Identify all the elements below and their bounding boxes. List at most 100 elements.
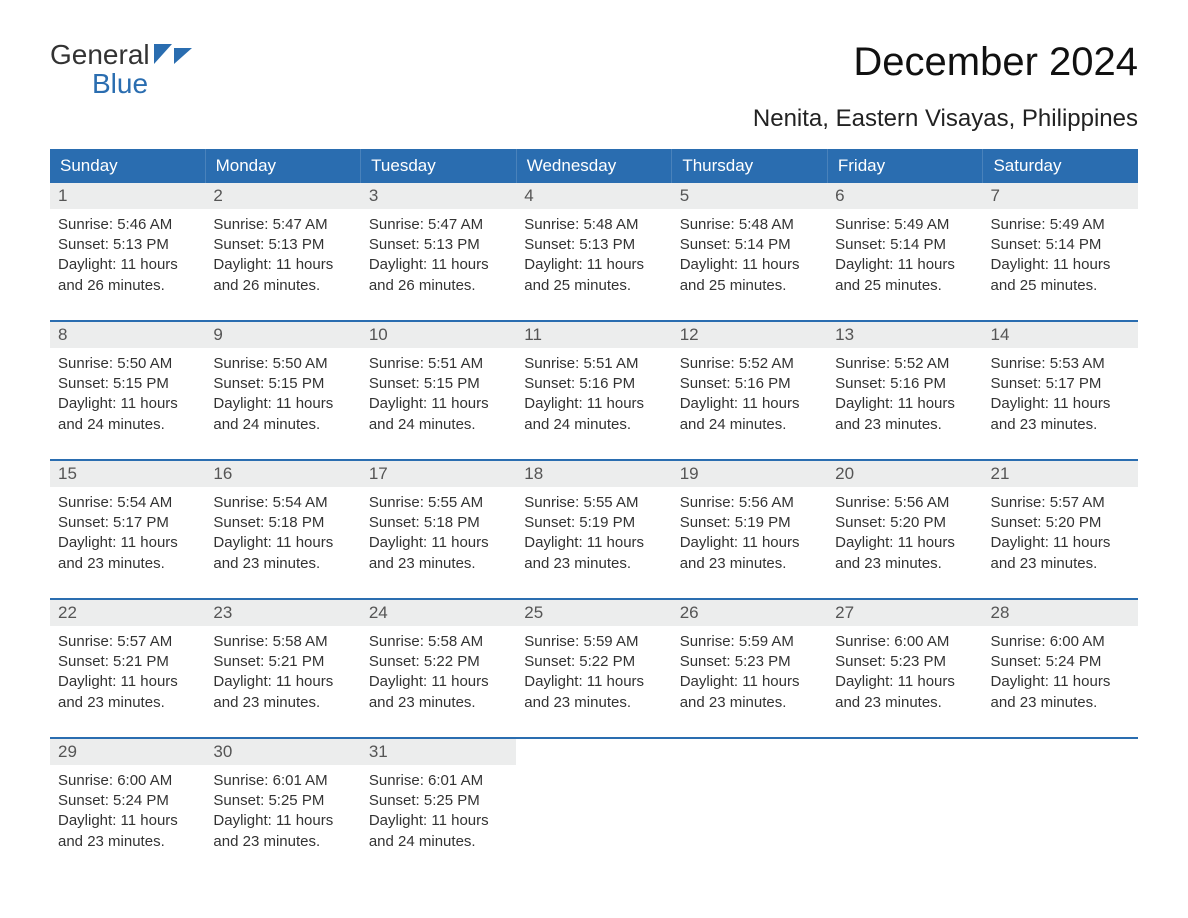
sunrise-line: Sunrise: 5:50 AM <box>213 354 352 374</box>
calendar-day-cell: 22Sunrise: 5:57 AMSunset: 5:21 PMDayligh… <box>50 600 205 723</box>
daylight-line: Daylight: 11 hours and 23 minutes. <box>835 533 974 574</box>
day-number: 2 <box>205 183 360 209</box>
daylight-line: Daylight: 11 hours and 24 minutes. <box>58 394 197 435</box>
calendar-day-cell: 12Sunrise: 5:52 AMSunset: 5:16 PMDayligh… <box>672 322 827 445</box>
calendar-day-cell: 3Sunrise: 5:47 AMSunset: 5:13 PMDaylight… <box>361 183 516 306</box>
calendar-day-cell: 25Sunrise: 5:59 AMSunset: 5:22 PMDayligh… <box>516 600 671 723</box>
sunset-line: Sunset: 5:16 PM <box>680 374 819 394</box>
weekday-header-cell: Monday <box>206 149 362 183</box>
daylight-line: Daylight: 11 hours and 23 minutes. <box>213 533 352 574</box>
sunrise-line: Sunrise: 5:57 AM <box>991 493 1130 513</box>
day-number: 18 <box>516 461 671 487</box>
sunset-line: Sunset: 5:14 PM <box>835 235 974 255</box>
logo-text-top: General <box>50 40 150 69</box>
day-details: Sunrise: 5:49 AMSunset: 5:14 PMDaylight:… <box>827 209 982 306</box>
weekday-header-cell: Wednesday <box>517 149 673 183</box>
sunset-line: Sunset: 5:25 PM <box>369 791 508 811</box>
day-details: Sunrise: 5:57 AMSunset: 5:21 PMDaylight:… <box>50 626 205 723</box>
day-number: 27 <box>827 600 982 626</box>
day-details: Sunrise: 5:46 AMSunset: 5:13 PMDaylight:… <box>50 209 205 306</box>
sunrise-line: Sunrise: 5:51 AM <box>524 354 663 374</box>
sunset-line: Sunset: 5:24 PM <box>58 791 197 811</box>
sunset-line: Sunset: 5:16 PM <box>524 374 663 394</box>
daylight-line: Daylight: 11 hours and 23 minutes. <box>213 672 352 713</box>
day-details: Sunrise: 5:56 AMSunset: 5:19 PMDaylight:… <box>672 487 827 584</box>
day-number: 11 <box>516 322 671 348</box>
daylight-line: Daylight: 11 hours and 26 minutes. <box>213 255 352 296</box>
day-details: Sunrise: 5:47 AMSunset: 5:13 PMDaylight:… <box>205 209 360 306</box>
calendar-day-cell: 30Sunrise: 6:01 AMSunset: 5:25 PMDayligh… <box>205 739 360 862</box>
calendar-day-cell: 17Sunrise: 5:55 AMSunset: 5:18 PMDayligh… <box>361 461 516 584</box>
day-details: Sunrise: 5:51 AMSunset: 5:16 PMDaylight:… <box>516 348 671 445</box>
calendar-day-cell: 8Sunrise: 5:50 AMSunset: 5:15 PMDaylight… <box>50 322 205 445</box>
calendar-week-row: 15Sunrise: 5:54 AMSunset: 5:17 PMDayligh… <box>50 459 1138 584</box>
calendar-week-row: 8Sunrise: 5:50 AMSunset: 5:15 PMDaylight… <box>50 320 1138 445</box>
sunrise-line: Sunrise: 6:01 AM <box>369 771 508 791</box>
sunset-line: Sunset: 5:23 PM <box>680 652 819 672</box>
calendar-week-row: 1Sunrise: 5:46 AMSunset: 5:13 PMDaylight… <box>50 183 1138 306</box>
calendar-week-row: 22Sunrise: 5:57 AMSunset: 5:21 PMDayligh… <box>50 598 1138 723</box>
calendar-day-cell: 31Sunrise: 6:01 AMSunset: 5:25 PMDayligh… <box>361 739 516 862</box>
day-details: Sunrise: 6:01 AMSunset: 5:25 PMDaylight:… <box>205 765 360 862</box>
sunrise-line: Sunrise: 5:55 AM <box>369 493 508 513</box>
sunrise-line: Sunrise: 5:59 AM <box>680 632 819 652</box>
day-details: Sunrise: 5:52 AMSunset: 5:16 PMDaylight:… <box>827 348 982 445</box>
sunset-line: Sunset: 5:13 PM <box>213 235 352 255</box>
sunset-line: Sunset: 5:25 PM <box>213 791 352 811</box>
calendar-day-cell <box>827 739 982 862</box>
daylight-line: Daylight: 11 hours and 23 minutes. <box>680 533 819 574</box>
sunrise-line: Sunrise: 5:51 AM <box>369 354 508 374</box>
sunset-line: Sunset: 5:21 PM <box>213 652 352 672</box>
calendar-day-cell: 1Sunrise: 5:46 AMSunset: 5:13 PMDaylight… <box>50 183 205 306</box>
daylight-line: Daylight: 11 hours and 23 minutes. <box>680 672 819 713</box>
daylight-line: Daylight: 11 hours and 23 minutes. <box>213 811 352 852</box>
sunset-line: Sunset: 5:16 PM <box>835 374 974 394</box>
sunrise-line: Sunrise: 6:00 AM <box>58 771 197 791</box>
sunrise-line: Sunrise: 5:53 AM <box>991 354 1130 374</box>
sunset-line: Sunset: 5:22 PM <box>524 652 663 672</box>
day-number: 3 <box>361 183 516 209</box>
daylight-line: Daylight: 11 hours and 23 minutes. <box>835 672 974 713</box>
day-number: 10 <box>361 322 516 348</box>
day-number: 19 <box>672 461 827 487</box>
sunset-line: Sunset: 5:23 PM <box>835 652 974 672</box>
calendar-day-cell: 7Sunrise: 5:49 AMSunset: 5:14 PMDaylight… <box>983 183 1138 306</box>
weekday-header-row: SundayMondayTuesdayWednesdayThursdayFrid… <box>50 149 1138 183</box>
sunrise-line: Sunrise: 5:56 AM <box>680 493 819 513</box>
day-number: 4 <box>516 183 671 209</box>
sunset-line: Sunset: 5:13 PM <box>524 235 663 255</box>
calendar-day-cell: 28Sunrise: 6:00 AMSunset: 5:24 PMDayligh… <box>983 600 1138 723</box>
sunrise-line: Sunrise: 6:00 AM <box>991 632 1130 652</box>
day-number: 20 <box>827 461 982 487</box>
brand-logo: General Blue <box>50 40 192 99</box>
weekday-header-cell: Tuesday <box>361 149 517 183</box>
day-details: Sunrise: 5:59 AMSunset: 5:23 PMDaylight:… <box>672 626 827 723</box>
day-number: 14 <box>983 322 1138 348</box>
daylight-line: Daylight: 11 hours and 24 minutes. <box>213 394 352 435</box>
calendar-day-cell <box>983 739 1138 862</box>
day-number: 29 <box>50 739 205 765</box>
sunset-line: Sunset: 5:17 PM <box>991 374 1130 394</box>
sunrise-line: Sunrise: 5:58 AM <box>369 632 508 652</box>
flag-icon <box>154 40 192 69</box>
page-title: December 2024 <box>853 40 1138 85</box>
sunrise-line: Sunrise: 5:49 AM <box>835 215 974 235</box>
day-number: 12 <box>672 322 827 348</box>
day-number: 26 <box>672 600 827 626</box>
sunset-line: Sunset: 5:14 PM <box>680 235 819 255</box>
sunrise-line: Sunrise: 5:47 AM <box>213 215 352 235</box>
daylight-line: Daylight: 11 hours and 23 minutes. <box>835 394 974 435</box>
sunrise-line: Sunrise: 5:57 AM <box>58 632 197 652</box>
day-number: 21 <box>983 461 1138 487</box>
day-number: 15 <box>50 461 205 487</box>
weekday-header-cell: Sunday <box>50 149 206 183</box>
sunset-line: Sunset: 5:18 PM <box>369 513 508 533</box>
calendar-day-cell <box>672 739 827 862</box>
calendar-day-cell: 10Sunrise: 5:51 AMSunset: 5:15 PMDayligh… <box>361 322 516 445</box>
day-number: 24 <box>361 600 516 626</box>
day-details: Sunrise: 5:58 AMSunset: 5:21 PMDaylight:… <box>205 626 360 723</box>
daylight-line: Daylight: 11 hours and 23 minutes. <box>524 533 663 574</box>
day-details: Sunrise: 5:53 AMSunset: 5:17 PMDaylight:… <box>983 348 1138 445</box>
day-number: 30 <box>205 739 360 765</box>
sunrise-line: Sunrise: 5:52 AM <box>680 354 819 374</box>
